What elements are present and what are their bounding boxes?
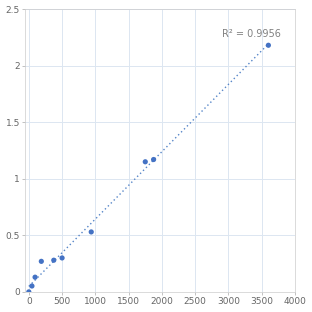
Point xyxy=(89,229,94,234)
Point xyxy=(51,258,56,263)
Point xyxy=(266,43,271,48)
Point xyxy=(151,157,156,162)
Text: R² = 0.9956: R² = 0.9956 xyxy=(222,29,281,39)
Point xyxy=(26,290,31,295)
Point xyxy=(143,159,148,164)
Point xyxy=(32,275,37,280)
Point xyxy=(39,259,44,264)
Point xyxy=(60,256,65,261)
Point xyxy=(29,284,34,289)
